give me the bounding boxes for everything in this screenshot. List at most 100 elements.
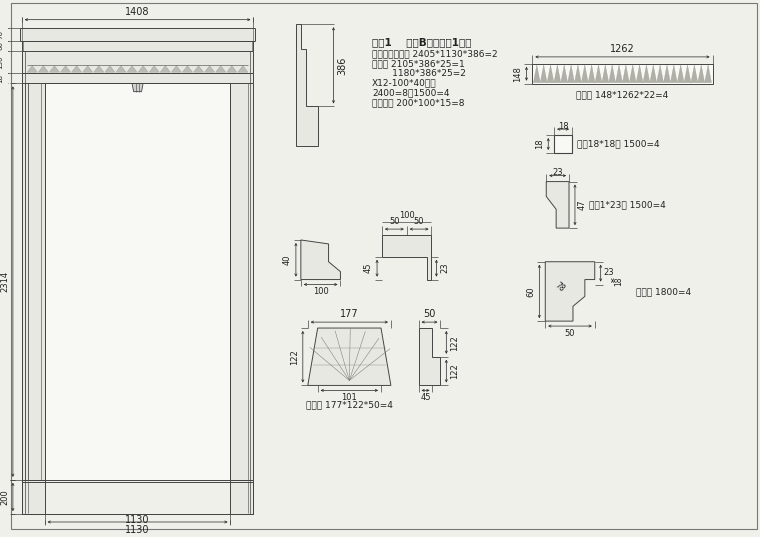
Polygon shape [691, 65, 698, 83]
Polygon shape [670, 65, 677, 83]
Text: 压条18*18： 1500=4: 压条18*18： 1500=4 [577, 140, 660, 149]
Text: 200: 200 [0, 489, 9, 505]
Polygon shape [138, 66, 148, 72]
Polygon shape [21, 27, 255, 41]
Text: 18: 18 [558, 122, 568, 130]
Text: 100: 100 [313, 287, 328, 296]
Bar [22, 480, 45, 514]
Text: X12-100*40线条: X12-100*40线条 [372, 79, 437, 88]
Polygon shape [194, 66, 204, 72]
Text: 122: 122 [450, 364, 459, 380]
Text: 122: 122 [290, 349, 299, 365]
Polygon shape [561, 65, 568, 83]
Polygon shape [698, 65, 705, 83]
Text: 23: 23 [553, 168, 563, 177]
Bar [554, 135, 572, 153]
Polygon shape [643, 65, 650, 83]
Polygon shape [22, 51, 253, 73]
Polygon shape [116, 66, 126, 72]
Polygon shape [657, 65, 663, 83]
Text: 江板： 148*1262*22=4: 江板： 148*1262*22=4 [576, 91, 669, 99]
Polygon shape [595, 65, 602, 83]
Polygon shape [540, 65, 547, 83]
Polygon shape [160, 66, 170, 72]
Polygon shape [61, 66, 71, 72]
Text: 主板： 2105*386*25=1: 主板： 2105*386*25=1 [372, 59, 465, 68]
Text: 1130: 1130 [125, 525, 150, 535]
Polygon shape [554, 65, 561, 83]
Text: 50: 50 [565, 329, 575, 338]
Polygon shape [132, 83, 143, 92]
Text: 门框内径尺寸： 2405*1130*386=2: 门框内径尺寸： 2405*1130*386=2 [372, 49, 498, 58]
Polygon shape [27, 66, 37, 72]
Polygon shape [684, 65, 691, 83]
Text: 23: 23 [603, 268, 614, 277]
Polygon shape [301, 240, 340, 280]
Text: 50: 50 [414, 217, 424, 226]
Text: 配底座： 200*100*15=8: 配底座： 200*100*15=8 [372, 98, 464, 107]
Text: 386: 386 [337, 56, 347, 75]
Polygon shape [663, 65, 670, 83]
Polygon shape [581, 65, 588, 83]
Polygon shape [588, 65, 595, 83]
Polygon shape [382, 235, 432, 280]
Text: 18: 18 [0, 74, 3, 83]
Text: 40: 40 [283, 255, 292, 265]
Polygon shape [83, 66, 93, 72]
Text: 45: 45 [364, 263, 373, 273]
Polygon shape [49, 66, 59, 72]
Polygon shape [171, 66, 182, 72]
Polygon shape [22, 83, 45, 480]
Text: 177: 177 [340, 309, 359, 319]
Text: 假头： 1800=4: 假头： 1800=4 [636, 287, 692, 296]
Polygon shape [545, 262, 595, 321]
Polygon shape [38, 66, 49, 72]
Text: 50: 50 [389, 217, 400, 226]
Polygon shape [226, 66, 237, 72]
Polygon shape [650, 65, 657, 83]
Text: 101: 101 [341, 393, 357, 402]
Text: 130: 130 [0, 55, 3, 69]
Text: 100: 100 [399, 211, 415, 220]
Bar [45, 83, 230, 480]
Text: 1130: 1130 [125, 515, 150, 525]
Polygon shape [216, 66, 226, 72]
Polygon shape [204, 66, 214, 72]
Text: 2400=8，1500=4: 2400=8，1500=4 [372, 89, 450, 98]
Bar [22, 482, 253, 514]
Text: 压畇1*23： 1500=4: 压畇1*23： 1500=4 [589, 200, 666, 209]
Text: 雕花： 177*122*50=4: 雕花： 177*122*50=4 [306, 401, 393, 410]
Bar [533, 64, 713, 84]
Text: 122: 122 [450, 335, 459, 351]
Text: 1180*386*25=2: 1180*386*25=2 [372, 69, 466, 78]
Text: 78: 78 [553, 280, 566, 293]
Polygon shape [534, 65, 540, 83]
Text: 23: 23 [440, 263, 449, 273]
Polygon shape [71, 66, 81, 72]
Polygon shape [705, 65, 711, 83]
Polygon shape [546, 182, 569, 228]
Polygon shape [568, 65, 575, 83]
Text: 47: 47 [578, 200, 587, 210]
Text: 76: 76 [0, 30, 3, 39]
Polygon shape [602, 65, 609, 83]
Text: 序号1    客厅B立面倥口1料单: 序号1 客厅B立面倥口1料单 [372, 37, 472, 47]
Polygon shape [636, 65, 643, 83]
Polygon shape [238, 66, 248, 72]
Polygon shape [622, 65, 629, 83]
Polygon shape [149, 66, 160, 72]
Polygon shape [127, 66, 137, 72]
Text: 148: 148 [514, 66, 523, 82]
Text: 60: 60 [527, 286, 535, 297]
Polygon shape [93, 66, 104, 72]
Polygon shape [616, 65, 622, 83]
Polygon shape [296, 24, 318, 146]
Text: 60: 60 [0, 41, 3, 50]
Text: 45: 45 [420, 393, 431, 402]
Text: 1262: 1262 [610, 44, 635, 54]
Polygon shape [22, 73, 253, 83]
Polygon shape [677, 65, 684, 83]
Polygon shape [182, 66, 192, 72]
Polygon shape [547, 65, 554, 83]
Polygon shape [609, 65, 616, 83]
